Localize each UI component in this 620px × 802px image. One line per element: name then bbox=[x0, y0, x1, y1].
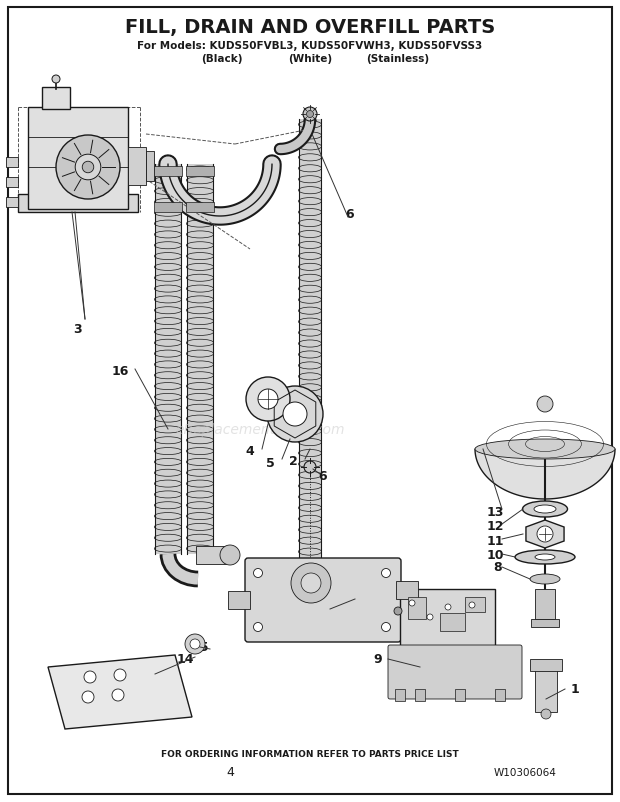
Circle shape bbox=[254, 569, 262, 577]
Circle shape bbox=[84, 671, 96, 683]
Circle shape bbox=[114, 669, 126, 681]
Polygon shape bbox=[475, 449, 615, 500]
Bar bbox=[146, 152, 154, 182]
Circle shape bbox=[112, 689, 124, 701]
Text: (Stainless): (Stainless) bbox=[366, 54, 430, 64]
Text: 10: 10 bbox=[486, 549, 503, 561]
Bar bbox=[400, 589, 495, 649]
Text: For Models: KUDS50FVBL3, KUDS50FVWH3, KUDS50FVSS3: For Models: KUDS50FVBL3, KUDS50FVWH3, KU… bbox=[138, 41, 482, 51]
Circle shape bbox=[409, 600, 415, 606]
Circle shape bbox=[306, 111, 314, 119]
Text: W10306064: W10306064 bbox=[494, 767, 556, 777]
Text: 6: 6 bbox=[319, 470, 327, 483]
Circle shape bbox=[220, 545, 240, 565]
Polygon shape bbox=[526, 520, 564, 549]
Text: FILL, DRAIN AND OVERFILL PARTS: FILL, DRAIN AND OVERFILL PARTS bbox=[125, 18, 495, 38]
FancyBboxPatch shape bbox=[388, 645, 522, 699]
Bar bbox=[440, 614, 465, 631]
Circle shape bbox=[303, 107, 317, 122]
Bar bbox=[155, 164, 181, 554]
FancyBboxPatch shape bbox=[245, 558, 401, 642]
Text: 15: 15 bbox=[191, 641, 209, 654]
Text: 9: 9 bbox=[374, 653, 383, 666]
Bar bbox=[535, 667, 557, 712]
Text: 13: 13 bbox=[486, 505, 503, 518]
Bar bbox=[408, 597, 426, 619]
Text: 1: 1 bbox=[570, 683, 579, 695]
Ellipse shape bbox=[530, 574, 560, 585]
Polygon shape bbox=[48, 655, 192, 729]
Ellipse shape bbox=[535, 554, 555, 561]
Circle shape bbox=[56, 136, 120, 200]
Bar bbox=[187, 164, 213, 554]
Text: 14: 14 bbox=[176, 653, 193, 666]
Bar bbox=[395, 689, 405, 701]
Bar bbox=[28, 107, 128, 210]
Text: eReplacementParts.com: eReplacementParts.com bbox=[175, 423, 345, 436]
Text: 16: 16 bbox=[112, 365, 129, 378]
Text: 5: 5 bbox=[265, 457, 275, 470]
Circle shape bbox=[394, 607, 402, 615]
Ellipse shape bbox=[534, 505, 556, 513]
Bar bbox=[6, 158, 18, 168]
Circle shape bbox=[82, 162, 94, 173]
Bar bbox=[495, 689, 505, 701]
Text: 7: 7 bbox=[340, 596, 350, 609]
Text: 12: 12 bbox=[486, 520, 503, 533]
Bar bbox=[530, 659, 562, 671]
Bar bbox=[196, 546, 226, 565]
Circle shape bbox=[381, 569, 391, 577]
Bar bbox=[186, 167, 214, 176]
Bar bbox=[299, 119, 321, 579]
Bar bbox=[6, 198, 18, 208]
Bar bbox=[415, 689, 425, 701]
Circle shape bbox=[301, 573, 321, 593]
Circle shape bbox=[283, 403, 307, 427]
Circle shape bbox=[75, 155, 101, 180]
Bar bbox=[6, 178, 18, 188]
Text: 4: 4 bbox=[246, 445, 254, 458]
Circle shape bbox=[537, 396, 553, 412]
Text: 8: 8 bbox=[494, 561, 502, 573]
Circle shape bbox=[190, 639, 200, 649]
Bar bbox=[18, 195, 138, 213]
Bar bbox=[128, 148, 146, 186]
Text: 6: 6 bbox=[346, 209, 354, 221]
Circle shape bbox=[291, 563, 331, 603]
Circle shape bbox=[445, 604, 451, 610]
Bar bbox=[535, 589, 555, 619]
Circle shape bbox=[258, 390, 278, 410]
Circle shape bbox=[267, 387, 323, 443]
Circle shape bbox=[246, 378, 290, 422]
Text: (Black): (Black) bbox=[202, 54, 243, 64]
Bar bbox=[186, 203, 214, 213]
Circle shape bbox=[537, 526, 553, 542]
Text: 11: 11 bbox=[486, 535, 503, 548]
Bar bbox=[531, 619, 559, 627]
Circle shape bbox=[304, 461, 316, 473]
Circle shape bbox=[185, 634, 205, 654]
Bar bbox=[455, 689, 465, 701]
Circle shape bbox=[82, 691, 94, 703]
Text: 2: 2 bbox=[289, 455, 298, 468]
Bar bbox=[154, 167, 182, 176]
Circle shape bbox=[469, 602, 475, 608]
Circle shape bbox=[427, 614, 433, 620]
Ellipse shape bbox=[523, 501, 567, 517]
Bar bbox=[465, 597, 485, 612]
Circle shape bbox=[381, 622, 391, 632]
Text: 3: 3 bbox=[74, 323, 82, 336]
Circle shape bbox=[541, 709, 551, 719]
Bar bbox=[42, 88, 70, 110]
Text: 4: 4 bbox=[226, 766, 234, 779]
Bar bbox=[228, 591, 250, 610]
Bar bbox=[154, 203, 182, 213]
Circle shape bbox=[52, 76, 60, 84]
Text: FOR ORDERING INFORMATION REFER TO PARTS PRICE LIST: FOR ORDERING INFORMATION REFER TO PARTS … bbox=[161, 750, 459, 759]
Circle shape bbox=[254, 622, 262, 632]
Bar bbox=[396, 581, 418, 599]
Ellipse shape bbox=[475, 439, 615, 460]
Ellipse shape bbox=[515, 550, 575, 565]
Text: (White): (White) bbox=[288, 54, 332, 64]
